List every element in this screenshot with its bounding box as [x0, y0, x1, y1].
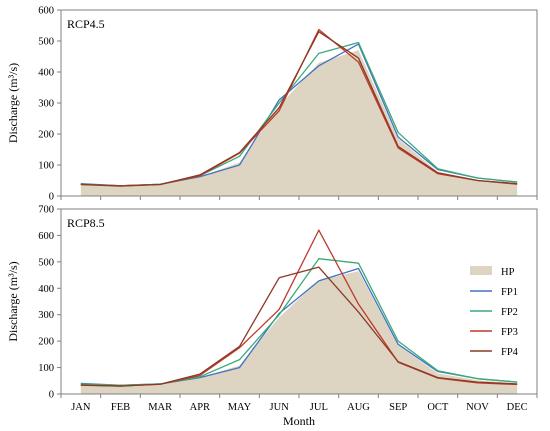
- x-tick-label: JUL: [310, 402, 328, 413]
- series-line-fp4: [80, 266, 518, 387]
- y-tick-label: 200: [38, 130, 54, 141]
- y-tick-label: 400: [38, 68, 54, 79]
- y-tick-label: 200: [38, 337, 54, 348]
- legend-label-fp1: FP1: [501, 287, 518, 298]
- legend-label-fp3: FP3: [501, 327, 518, 338]
- x-tick-label: FEB: [111, 402, 130, 413]
- y-tick-label: 500: [38, 257, 54, 268]
- y-tick-label: 0: [49, 390, 54, 401]
- x-tick-label: OCT: [427, 402, 449, 413]
- series-area-hp: [80, 50, 518, 196]
- legend-label-fp4: FP4: [501, 347, 519, 358]
- series-line-fp4: [80, 31, 518, 187]
- chart-panel-rcp85: 0 100 200 300 400 500 600 700 JAN FEB MAR APR MAY JUN…: [6, 205, 538, 428]
- panel-title: RCP4.5: [67, 17, 105, 31]
- legend-label-hp: HP: [501, 267, 515, 278]
- x-tick-label: AUG: [347, 402, 370, 413]
- y-axis-title: Discharge (m³/s): [6, 63, 20, 143]
- x-tick-label: SEP: [389, 402, 407, 413]
- series-area-hp: [80, 271, 518, 394]
- y-tick-label: 600: [38, 6, 54, 17]
- panel-title: RCP8.5: [67, 216, 105, 230]
- x-tick-label: NOV: [466, 402, 489, 413]
- y-tick-label: 400: [38, 284, 54, 295]
- x-tick-label: DEC: [507, 402, 528, 413]
- x-tick-label: MAR: [148, 402, 172, 413]
- legend-label-fp2: FP2: [501, 307, 518, 318]
- x-tick-label: JAN: [71, 402, 91, 413]
- y-tick-label: 700: [38, 205, 54, 216]
- y-tick-label: 100: [38, 363, 54, 374]
- x-axis-title: Month: [283, 414, 315, 428]
- chart-panel-rcp45: 0 100 200 300 400 500 600 Discharge (m³/s) RCP4.…: [6, 6, 538, 203]
- y-tick-label: 0: [49, 192, 54, 203]
- y-tick-label: 600: [38, 231, 54, 242]
- y-tick-label: 300: [38, 99, 54, 110]
- x-tick-label: MAY: [228, 402, 252, 413]
- y-tick-label: 300: [38, 310, 54, 321]
- y-tick-label: 100: [38, 161, 54, 172]
- y-axis-title: Discharge (m³/s): [6, 261, 20, 341]
- x-tick-label: APR: [190, 402, 210, 413]
- x-tick-label: JUN: [270, 402, 290, 413]
- legend-swatch-hp: [470, 266, 492, 275]
- y-tick-label: 500: [38, 37, 54, 48]
- legend: HP FP1 FP2 FP3 FP4: [470, 266, 519, 358]
